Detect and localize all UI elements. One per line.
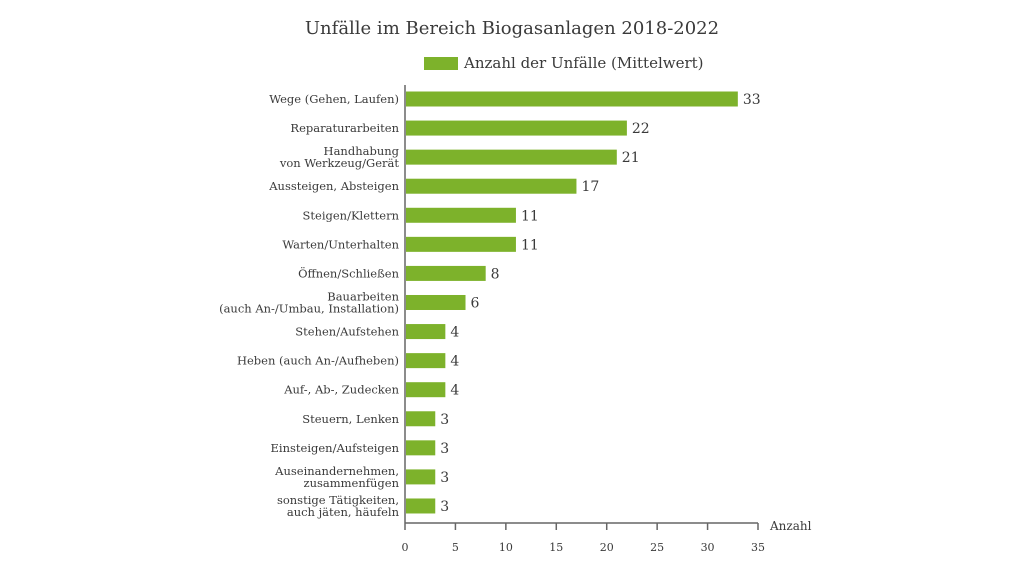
legend-swatch [424, 56, 458, 70]
legend-label: Anzahl der Unfälle (Mittelwert) [464, 54, 704, 72]
bar-value-label: 11 [521, 208, 539, 224]
bar-value-label: 3 [440, 499, 449, 515]
bar [406, 149, 617, 165]
category-label: auch jäten, häufeln [287, 505, 400, 519]
category-label: Einsteigen/Aufsteigen [271, 441, 400, 455]
category-label: Reparaturarbeiten [290, 121, 399, 135]
bar-value-label: 22 [632, 121, 650, 137]
x-tick-label: 25 [650, 541, 664, 554]
bar [406, 91, 738, 107]
category-label: zusammenfügen [304, 476, 400, 490]
chart-title: Unfälle im Bereich Biogasanlagen 2018-20… [304, 18, 720, 39]
category-label: Stehen/Aufstehen [295, 325, 399, 339]
bar [406, 178, 577, 194]
category-label: Öffnen/Schließen [298, 266, 399, 280]
category-label: Aussteigen, Absteigen [268, 179, 399, 193]
x-tick-label: 15 [549, 541, 563, 554]
bar-value-label: 4 [450, 325, 459, 341]
category-label: Warten/Unterhalten [282, 237, 399, 251]
x-tick-label: 0 [402, 541, 409, 554]
bar [406, 265, 486, 281]
category-label: Bauarbeiten [327, 289, 399, 303]
bar [406, 440, 436, 456]
bar [406, 120, 627, 136]
bar [406, 294, 466, 310]
bar [406, 207, 516, 223]
bar [406, 469, 436, 485]
category-label: (auch An-/Umbau, Installation) [219, 301, 399, 315]
bar [406, 411, 436, 427]
x-tick-label: 10 [499, 541, 513, 554]
bar-value-label: 4 [450, 354, 459, 370]
category-label: Wege (Gehen, Laufen) [269, 92, 399, 106]
bar [406, 382, 446, 398]
category-label: Steuern, Lenken [302, 412, 399, 426]
x-axis-title: Anzahl [769, 519, 812, 533]
bar-value-label: 17 [581, 179, 599, 195]
category-label: Auseinandernehmen, [274, 464, 399, 478]
bar [406, 324, 446, 340]
category-label: Heben (auch An-/Aufheben) [237, 354, 399, 368]
legend: Anzahl der Unfälle (Mittelwert) [424, 54, 704, 72]
x-tick-label: 30 [701, 541, 715, 554]
bar [406, 353, 446, 369]
x-tick-label: 5 [452, 541, 459, 554]
bar-value-label: 33 [743, 92, 761, 108]
bar [406, 498, 436, 514]
x-tick-label: 20 [600, 541, 614, 554]
category-label: sonstige Tätigkeiten, [277, 493, 399, 507]
category-label: Auf-, Ab-, Zudecken [283, 383, 399, 397]
bar-value-label: 3 [440, 470, 449, 486]
bar-value-label: 11 [521, 237, 539, 253]
bar-value-label: 3 [440, 412, 449, 428]
x-tick-label: 35 [751, 541, 765, 554]
bar [406, 236, 516, 252]
bar-value-label: 8 [491, 266, 500, 282]
bar-value-label: 4 [450, 383, 459, 399]
category-label: Handhabung [324, 144, 400, 158]
bar-value-label: 3 [440, 441, 449, 457]
category-label: Steigen/Klettern [303, 208, 400, 222]
category-label: von Werkzeug/Gerät [279, 156, 399, 170]
bar-value-label: 6 [471, 295, 480, 311]
bar-value-label: 21 [622, 150, 640, 166]
